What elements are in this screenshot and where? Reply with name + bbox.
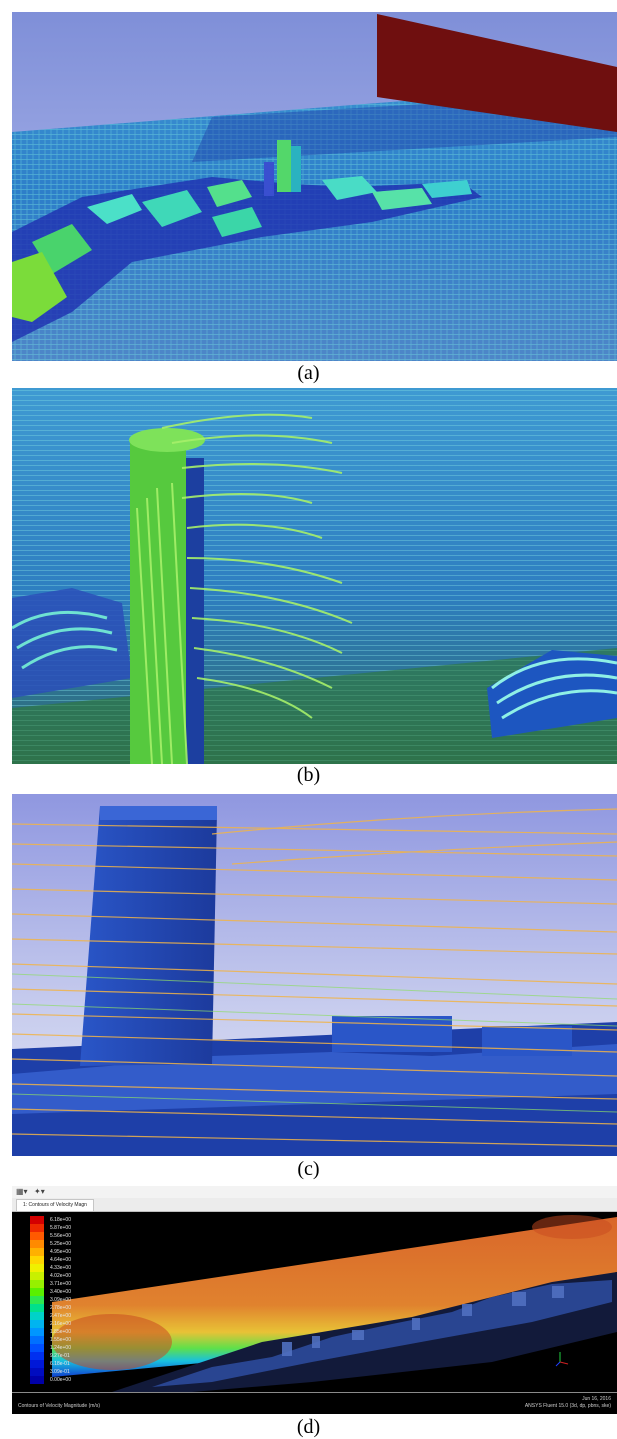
legend-value: 4.64e+00 (50, 1257, 71, 1263)
plot-date: Jun 16, 2016 (582, 1396, 611, 1402)
legend-value: 3.09e-01 (50, 1369, 70, 1375)
panel-d-fluent-window: ▦▾ ✦▾ 1: Contours of Velocity Magn (12, 1186, 617, 1414)
legend-swatch (30, 1360, 44, 1368)
legend-value: 6.18e+00 (50, 1217, 71, 1223)
legend-swatch (30, 1312, 44, 1320)
legend-swatch (30, 1224, 44, 1232)
legend-value: 6.18e-01 (50, 1361, 70, 1367)
legend-swatch (30, 1336, 44, 1344)
legend-swatch (30, 1328, 44, 1336)
caption-c: (c) (297, 1158, 320, 1180)
legend-swatch (30, 1216, 44, 1224)
legend-swatch (30, 1304, 44, 1312)
legend-value: 3.40e+00 (50, 1289, 71, 1295)
axis-triad-icon (555, 1352, 569, 1367)
legend-value: 1.85e+00 (50, 1329, 71, 1335)
legend-value: 5.87e+00 (50, 1225, 71, 1231)
legend-swatch (30, 1320, 44, 1328)
legend-swatch (30, 1296, 44, 1304)
tab-contours[interactable]: 1: Contours of Velocity Magn (16, 1199, 94, 1211)
legend-swatch (30, 1280, 44, 1288)
legend-value: 2.47e+00 (50, 1313, 71, 1319)
grid-icon[interactable]: ▦▾ (16, 1187, 28, 1196)
legend-value: 2.16e+00 (50, 1321, 71, 1327)
legend-value: 3.71e+00 (50, 1281, 71, 1287)
city-cluster (12, 140, 482, 342)
streamlines (136, 413, 353, 764)
legend-swatch (30, 1376, 44, 1384)
cfd-mesh-surface-render (12, 12, 617, 361)
caption-d: (d) (296, 1416, 321, 1438)
legend-swatch (30, 1344, 44, 1352)
legend-swatch (30, 1272, 44, 1280)
fluent-status-bar: Contours of Velocity Magnitude (m/s) Jun… (12, 1392, 617, 1414)
fluent-viewport[interactable]: 6.18e+00 5.87e+00 5.56e+00 5.25e+00 4.95e+00… (12, 1212, 617, 1392)
legend-swatch (30, 1288, 44, 1296)
streamlines (12, 808, 617, 1147)
cfd-streamline-render-side (12, 794, 617, 1156)
panel-b-image (12, 388, 617, 764)
legend-value: 5.25e+00 (50, 1241, 71, 1247)
legend-value: 2.78e+00 (50, 1305, 71, 1311)
legend-swatch (30, 1264, 44, 1272)
panel-a-image (12, 12, 617, 361)
legend-swatch (30, 1232, 44, 1240)
caption-b: (b) (296, 764, 321, 786)
plot-version: ANSYS Fluent 15.0 (3d, dp, pbns, ske) (524, 1403, 611, 1409)
color-legend: 6.18e+00 5.87e+00 5.56e+00 5.25e+00 4.95e+00… (30, 1216, 106, 1384)
legend-labels: 6.18e+00 5.87e+00 5.56e+00 5.25e+00 4.95e+00… (50, 1216, 71, 1384)
plot-info: Jun 16, 2016 ANSYS Fluent 15.0 (3d, dp, … (525, 1396, 611, 1410)
legend-swatch (30, 1248, 44, 1256)
plot-title: Contours of Velocity Magnitude (m/s) (18, 1403, 100, 1409)
legend-swatch (30, 1352, 44, 1360)
velocity-contour-plot (52, 1215, 617, 1392)
cfd-streamline-render-tower (12, 388, 617, 764)
legend-value: 5.56e+00 (50, 1233, 71, 1239)
legend-value: 4.02e+00 (50, 1273, 71, 1279)
legend-swatch (30, 1368, 44, 1376)
legend-swatch (30, 1256, 44, 1264)
tool-icon[interactable]: ✦▾ (34, 1187, 45, 1196)
domain-wall (377, 14, 617, 132)
legend-value: 4.33e+00 (50, 1265, 71, 1271)
legend-value: 1.24e+00 (50, 1345, 71, 1351)
tower (80, 806, 217, 1066)
legend-value: 3.09e+00 (50, 1297, 71, 1303)
legend-value: 4.95e+00 (50, 1249, 71, 1255)
legend-color-bar (30, 1216, 44, 1384)
caption-a: (a) (297, 362, 320, 384)
legend-value: 9.27e-01 (50, 1353, 70, 1359)
panel-c-image (12, 794, 617, 1156)
legend-value: 0.00e+00 (50, 1377, 71, 1383)
fluent-tab-bar: 1: Contours of Velocity Magn (12, 1198, 617, 1212)
legend-swatch (30, 1240, 44, 1248)
legend-value: 1.55e+00 (50, 1337, 71, 1343)
